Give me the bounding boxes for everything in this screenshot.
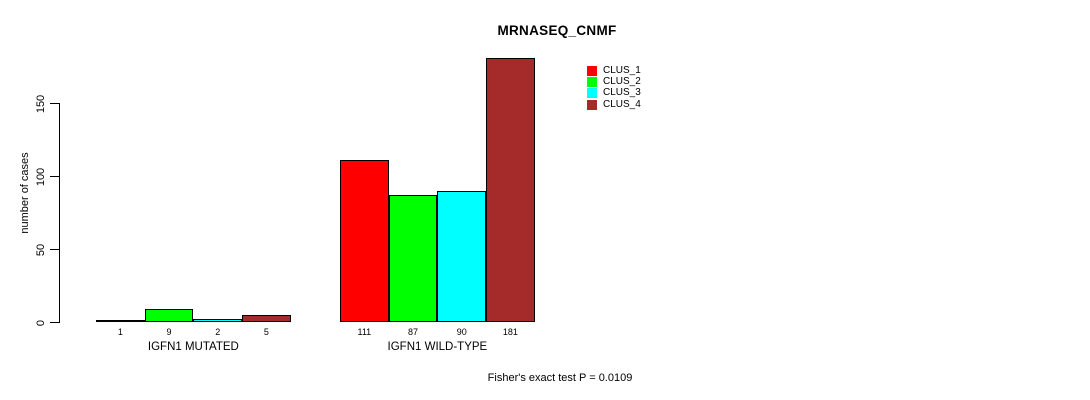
bar-clus_4-wild-type [486, 58, 535, 322]
category-label: IGFN1 WILD-TYPE [387, 341, 488, 353]
y-tick [50, 249, 59, 251]
bar-clus_1-wild-type [340, 160, 389, 322]
bar-value-label: 87 [408, 327, 419, 337]
y-tick [50, 176, 59, 178]
y-tick-label: 150 [35, 94, 47, 114]
legend-swatch-clus_2 [587, 77, 597, 88]
legend-label: CLUS_2 [603, 76, 641, 88]
bar-clus_3-mutated [193, 319, 243, 322]
y-axis-label: number of cases [19, 152, 31, 234]
bar-value-label: 181 [502, 327, 518, 337]
legend-swatch-clus_1 [587, 65, 597, 76]
bar-clus_3-wild-type [437, 190, 487, 322]
y-tick-label: 0 [35, 319, 47, 326]
bar-value-label: 2 [215, 327, 221, 337]
legend: CLUS_1 CLUS_2 CLUS_3 CLUS_4 [587, 65, 641, 111]
legend-swatch-clus_4 [587, 99, 597, 110]
bar-value-label: 111 [357, 327, 372, 337]
legend-label: CLUS_1 [603, 64, 641, 76]
legend-item: CLUS_2 [587, 76, 641, 88]
legend-item: CLUS_1 [587, 65, 641, 76]
category-label: IGFN1 MUTATED [147, 341, 239, 353]
y-tick [50, 322, 59, 323]
legend-label: CLUS_3 [603, 87, 641, 99]
bar-value-label: 1 [117, 327, 123, 337]
bar-clus_2-mutated [144, 308, 194, 322]
bar-value-label: 90 [456, 327, 467, 337]
legend-item: CLUS_4 [587, 99, 641, 110]
bar-value-label: 5 [263, 327, 269, 337]
annotation-text: Fisher's exact test P = 0.0109 [487, 372, 633, 384]
y-tick-label: 50 [35, 243, 47, 256]
chart-title: MRNASEQ_CNMF [497, 23, 617, 38]
bar-clus_2-wild-type [388, 195, 438, 322]
y-tick-label: 100 [35, 167, 47, 186]
legend-label: CLUS_4 [603, 98, 641, 110]
legend-item: CLUS_3 [587, 88, 641, 99]
y-tick [50, 103, 59, 105]
bar-value-label: 9 [166, 327, 172, 337]
bar-clus_4-mutated [242, 314, 291, 322]
y-axis-line [59, 103, 60, 323]
legend-swatch-clus_3 [587, 88, 597, 99]
bar-clus_1-mutated [96, 320, 145, 322]
